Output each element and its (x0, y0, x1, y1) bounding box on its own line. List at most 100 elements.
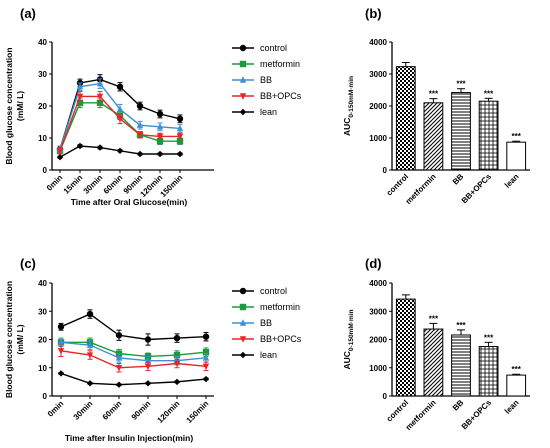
data-point (176, 124, 184, 132)
x-tick-label: 150min (159, 173, 185, 199)
x-tick-label: control (385, 398, 411, 424)
data-point (156, 138, 164, 145)
data-point (76, 142, 84, 150)
x-tick-label: 120min (156, 399, 182, 425)
significance-label: *** (512, 365, 522, 374)
bar (506, 141, 527, 171)
legend-marker (239, 319, 247, 326)
legend-marker (239, 303, 247, 311)
data-point (56, 148, 64, 155)
x-tick-label: 60min (101, 399, 124, 422)
x-tick-label: 0min (46, 399, 66, 419)
legend-label: lean (260, 107, 277, 117)
bar (423, 328, 444, 397)
data-point (76, 99, 84, 106)
data-point (86, 310, 94, 318)
x-tick-label: control (385, 172, 411, 198)
data-point (115, 354, 123, 361)
data-point (173, 334, 181, 342)
data-point (202, 363, 210, 371)
data-point (115, 332, 123, 339)
data-point (144, 336, 152, 343)
series-BB+OPCs: BB+OPCs (57, 334, 302, 373)
data-point (96, 99, 104, 106)
bar (478, 346, 499, 397)
legend-marker (239, 44, 247, 52)
legend-marker (239, 60, 247, 68)
data-point (202, 349, 210, 356)
y-axis-label-line2: (mM/ L) (15, 91, 25, 121)
series-lean: lean (56, 107, 277, 161)
y-axis-label: AUC0-150mM·min (342, 76, 355, 136)
data-point (156, 133, 164, 141)
y-tick-label: 10 (38, 364, 47, 373)
data-point (57, 370, 65, 377)
data-point (136, 102, 144, 110)
legend-label: BB+OPCs (260, 91, 302, 101)
x-tick-label: 30min (82, 173, 105, 196)
x-tick-label: BB+OPCs (460, 172, 494, 206)
y-tick-label: 4000 (369, 279, 387, 288)
data-point (136, 132, 144, 139)
y-axis-label-line2: (mM/ L) (15, 324, 25, 354)
series-line (60, 372, 207, 386)
series-control: control (57, 286, 287, 346)
y-tick-label: 0 (43, 166, 48, 175)
data-point (115, 365, 123, 372)
bar (395, 298, 416, 397)
data-point (173, 378, 181, 386)
data-point (136, 121, 144, 128)
data-point (173, 360, 181, 368)
bar (451, 334, 471, 397)
data-point (202, 375, 210, 383)
data-point (116, 83, 124, 91)
bar (451, 92, 471, 171)
data-point (156, 123, 164, 130)
x-tick-label: lean (503, 172, 521, 190)
data-point (96, 79, 104, 87)
data-point (144, 380, 152, 387)
bar-lean: *** lean (503, 132, 527, 190)
data-point (76, 83, 84, 90)
y-tick-label: 0 (383, 166, 388, 175)
y-axis-label: AUC0-150mM·min (342, 309, 355, 369)
y-axis-label-main: AUC (342, 118, 352, 136)
legend-marker (239, 93, 247, 100)
legend-label: BB (260, 75, 272, 85)
data-point (56, 154, 64, 161)
data-point (176, 133, 184, 141)
x-tick-label: 90min (130, 399, 153, 422)
bar-BB: *** BB (451, 80, 471, 187)
y-tick-label: 30 (38, 307, 47, 316)
data-point (202, 333, 210, 340)
data-point (176, 138, 184, 145)
legend-label: lean (260, 350, 277, 360)
y-tick-label: 3000 (369, 70, 387, 79)
data-point (136, 150, 144, 158)
bar (506, 374, 527, 397)
y-tick-label: 3000 (369, 307, 387, 316)
y-tick-label: 20 (38, 102, 47, 111)
data-point (156, 110, 164, 118)
data-point (57, 338, 65, 346)
y-tick-label: 40 (38, 38, 47, 47)
legend-marker (239, 336, 247, 343)
panel-label: (a) (20, 6, 36, 21)
panel-c: (c) 0 10 20 30 40 Blood glucose concentration(… (4, 256, 302, 443)
x-tick-label: BB (451, 172, 466, 187)
x-tick-label: metformin (404, 398, 438, 432)
data-point (116, 116, 124, 123)
bar-control: control (385, 61, 416, 198)
bar-control: control (385, 294, 416, 424)
bar (395, 66, 416, 171)
data-point (86, 341, 94, 348)
data-point (202, 354, 210, 361)
bar (478, 100, 499, 171)
y-tick-label: 10 (38, 134, 47, 143)
legend-label: BB (260, 318, 272, 328)
bar-lean: *** lean (503, 365, 527, 416)
data-point (57, 323, 65, 330)
data-point (96, 144, 104, 151)
panel-label: (c) (20, 256, 36, 271)
data-point (86, 380, 94, 387)
